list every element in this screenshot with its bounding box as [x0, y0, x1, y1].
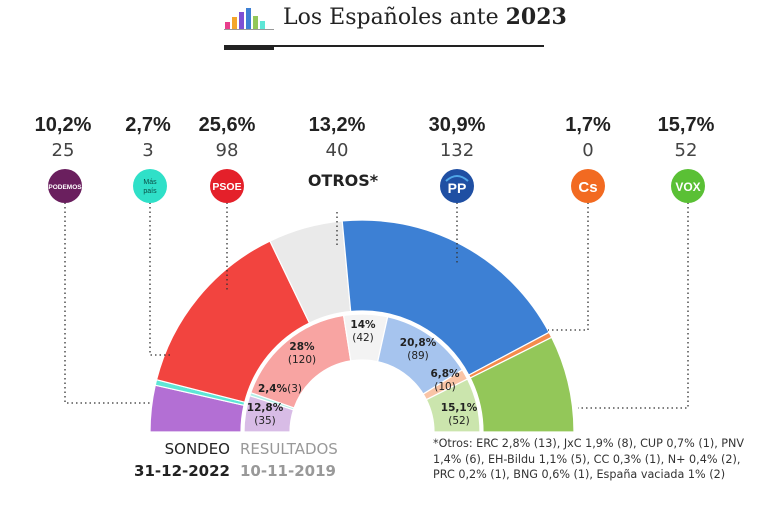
inner-label-otros-pct: 14%: [350, 319, 376, 331]
inner-label-pp-seats: (89): [407, 350, 429, 362]
leader-line-cs: [548, 198, 589, 331]
otros-seats: 40: [325, 140, 349, 161]
podemos-logo-text: PODEMOS: [48, 184, 82, 191]
header: Los Españoles ante 2023: [0, 0, 768, 60]
sondeo-date: 31-12-2022: [134, 462, 230, 480]
leader-line-podemos: [64, 198, 150, 404]
inner-label-psoe-seats: (120): [288, 354, 316, 366]
leader-line-vox: [578, 198, 689, 409]
footnote: *Otros: ERC 2,8% (13), JxC 1,9% (8), CUP…: [433, 437, 745, 481]
resultados-label: RESULTADOS: [240, 440, 338, 458]
otros-pct: 13,2%: [308, 114, 366, 136]
otros-label: OTROS*: [307, 171, 379, 190]
podemos-pct: 10,2%: [34, 114, 92, 136]
vox-pct: 15,7%: [657, 114, 715, 136]
vox-logo: VOX: [671, 169, 705, 203]
inner-label-pp-pct: 20,8%: [400, 337, 437, 349]
vox-logo-text: VOX: [675, 180, 700, 194]
maspais-logo-bottom: país: [143, 188, 157, 195]
party-column-podemos: 10,2% 25: [18, 113, 108, 163]
leader-line-maspais: [149, 198, 170, 356]
outer-ring: [149, 219, 575, 433]
party-column-vox: 15,7% 52: [641, 113, 731, 163]
inner-label-otros-seats: (42): [352, 332, 374, 344]
psoe-pct: 25,6%: [198, 114, 256, 136]
party-column-maspais: 2,7% 3: [103, 113, 193, 163]
maspais-logo-top: Más: [143, 179, 157, 186]
inner-label-maspais-pct-value: 2,4%: [258, 383, 288, 395]
maspais-logo: Más país: [133, 169, 167, 203]
psoe-seats: 98: [215, 140, 239, 161]
inner-label-vox-pct: 15,1%: [441, 402, 478, 414]
inner-label-psoe-pct: 28%: [289, 341, 315, 353]
cs-pct: 1,7%: [565, 114, 611, 136]
psoe-logo-text: PSOE: [212, 181, 241, 193]
title-underline: [274, 45, 544, 47]
inner-label-podemos-pct: 12,8%: [247, 402, 284, 414]
maspais-pct: 2,7%: [125, 114, 171, 136]
cs-logo: Cs: [571, 169, 605, 203]
party-column-psoe: 25,6% 98: [182, 113, 272, 163]
outer-segment-pp: [341, 219, 550, 376]
inner-label-podemos-seats: (35): [254, 415, 276, 427]
resultados-date: 10-11-2019: [240, 462, 336, 480]
inner-ring: [243, 313, 481, 433]
inner-ring-labels: 28% (120) 14% (42) 20,8% (89) 6,8% (10) …: [247, 319, 478, 427]
vox-seats: 52: [674, 140, 698, 161]
bar-chart-icon: [224, 8, 274, 30]
inner-label-cs-seats: (10): [434, 381, 456, 393]
leader-lines: [64, 198, 689, 409]
title-underline-accent: [224, 45, 274, 50]
cs-logo-text: Cs: [578, 179, 597, 196]
title-main: Los Españoles ante: [283, 5, 506, 30]
title-year: 2023: [505, 4, 567, 30]
inner-segment-vox: [425, 378, 481, 433]
inner-label-cs-pct: 6,8%: [430, 368, 460, 380]
pp-seats: 132: [439, 140, 475, 161]
party-column-pp: 30,9% 132: [412, 113, 502, 163]
page-title: Los Españoles ante 2023: [283, 4, 567, 30]
podemos-seats: 25: [51, 140, 75, 161]
pp-logo: PP: [440, 169, 474, 203]
party-column-otros: 13,2% 40: [292, 113, 382, 163]
inner-label-maspais-seats: (3): [287, 383, 302, 395]
maspais-seats: 3: [142, 140, 154, 161]
inner-label-maspais-pct: 2,4%(3): [258, 383, 302, 395]
pp-logo-text: PP: [448, 180, 467, 196]
pp-pct: 30,9%: [428, 114, 486, 136]
inner-label-vox-seats: (52): [448, 415, 470, 427]
sondeo-label: SONDEO: [164, 440, 230, 458]
party-column-cs: 1,7% 0: [543, 113, 633, 163]
cs-seats: 0: [582, 140, 594, 161]
psoe-logo: PSOE: [210, 169, 244, 203]
podemos-logo: PODEMOS: [48, 169, 82, 203]
outer-segment-vox: [469, 336, 575, 433]
